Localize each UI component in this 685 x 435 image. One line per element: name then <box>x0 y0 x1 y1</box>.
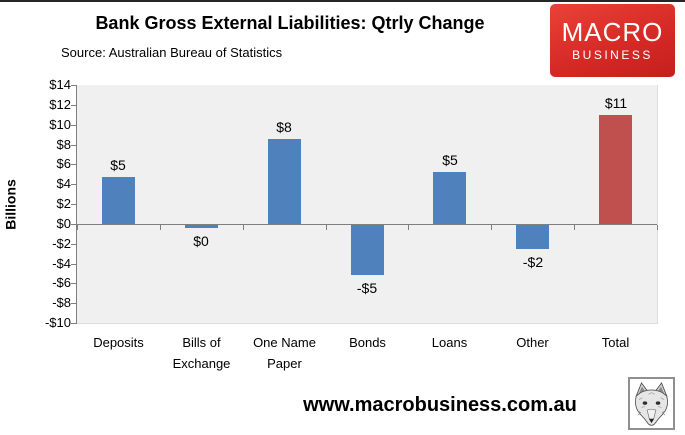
chart-title: Bank Gross External Liabilities: Qtrly C… <box>95 13 485 33</box>
y-tick-label: $14 <box>49 77 71 92</box>
y-axis-tick <box>71 105 77 106</box>
x-category-label: Loans <box>400 332 499 353</box>
y-tick-label: $2 <box>56 196 71 211</box>
y-axis-tick <box>71 164 77 165</box>
y-axis-tick <box>71 125 77 126</box>
x-category-label-line: Bills of <box>182 335 221 350</box>
x-category-label-line: Bonds <box>349 335 386 350</box>
y-tick-label: -$4 <box>52 256 71 271</box>
bar-value-label: $8 <box>276 119 292 135</box>
x-category-label-line: Total <box>601 335 630 350</box>
bar-total <box>599 115 632 224</box>
x-category-label-line: Loans <box>431 335 468 350</box>
bar-value-label: $0 <box>193 233 209 249</box>
y-tick-label: -$8 <box>52 295 71 310</box>
y-axis-tick <box>71 323 77 324</box>
logo-text-business: BUSINESS <box>572 48 653 62</box>
logo-text-macro: MACRO <box>561 17 664 47</box>
x-category-label: Bonds <box>318 332 417 353</box>
y-tick-label: $6 <box>56 156 71 171</box>
y-tick-label: -$10 <box>44 315 71 330</box>
x-axis-zero-line <box>77 224 657 225</box>
bar-bills-of-exchange <box>185 225 218 228</box>
bar-one-name-paper <box>268 139 301 224</box>
y-axis-tick <box>71 204 77 205</box>
y-axis-tick <box>71 283 77 284</box>
x-category-label-line: Other <box>516 335 549 350</box>
y-axis-tick <box>71 184 77 185</box>
bar-deposits <box>102 177 135 224</box>
x-axis-tick <box>491 225 492 230</box>
x-axis-tick <box>408 225 409 230</box>
y-tick-label: -$6 <box>52 275 71 290</box>
x-category-label: Total <box>566 332 665 353</box>
x-axis-tick <box>657 225 658 230</box>
y-tick-label: -$2 <box>52 236 71 251</box>
macrobusiness-logo: MACRO BUSINESS <box>550 4 675 77</box>
y-axis-tick <box>71 145 77 146</box>
y-tick-label: $12 <box>49 97 71 112</box>
x-category-label-line: Exchange <box>172 356 231 371</box>
y-tick-label: $4 <box>56 176 71 191</box>
bar-value-label: $11 <box>604 95 628 111</box>
x-axis-tick <box>243 225 244 230</box>
bar-loans <box>433 172 466 224</box>
y-tick-label: $10 <box>49 117 71 132</box>
chart-source: Source: Australian Bureau of Statistics <box>61 45 283 60</box>
x-axis-tick <box>160 225 161 230</box>
wolf-logo <box>628 377 675 430</box>
y-axis-tick <box>71 244 77 245</box>
bar-value-label: $5 <box>442 152 458 168</box>
y-axis-tick <box>71 303 77 304</box>
wolf-icon <box>635 382 668 426</box>
y-tick-label: $0 <box>56 216 71 231</box>
bar-other <box>516 225 549 249</box>
bar-bonds <box>351 225 384 275</box>
x-category-label-line: Deposits <box>93 335 144 350</box>
bar-value-label: $5 <box>110 157 126 173</box>
x-category-label: Deposits <box>69 332 168 353</box>
x-axis-tick <box>574 225 575 230</box>
x-axis-tick <box>326 225 327 230</box>
bar-value-label: -$2 <box>522 254 544 270</box>
plot-area <box>77 85 658 324</box>
top-divider <box>0 0 685 2</box>
y-axis-tick <box>71 264 77 265</box>
x-category-label: Bills of Exchange <box>152 332 251 374</box>
y-tick-label: $8 <box>56 137 71 152</box>
y-axis-tick <box>71 224 77 225</box>
y-axis-tick <box>71 85 77 86</box>
x-category-label: One Name Paper <box>235 332 334 374</box>
x-category-label-line: One Name <box>253 335 316 350</box>
x-category-label: Other <box>483 332 582 353</box>
site-url-link[interactable]: www.macrobusiness.com.au <box>303 394 577 416</box>
bar-value-label: -$5 <box>356 280 378 296</box>
x-axis-tick <box>77 225 78 230</box>
x-category-label-line: Paper <box>267 356 302 371</box>
